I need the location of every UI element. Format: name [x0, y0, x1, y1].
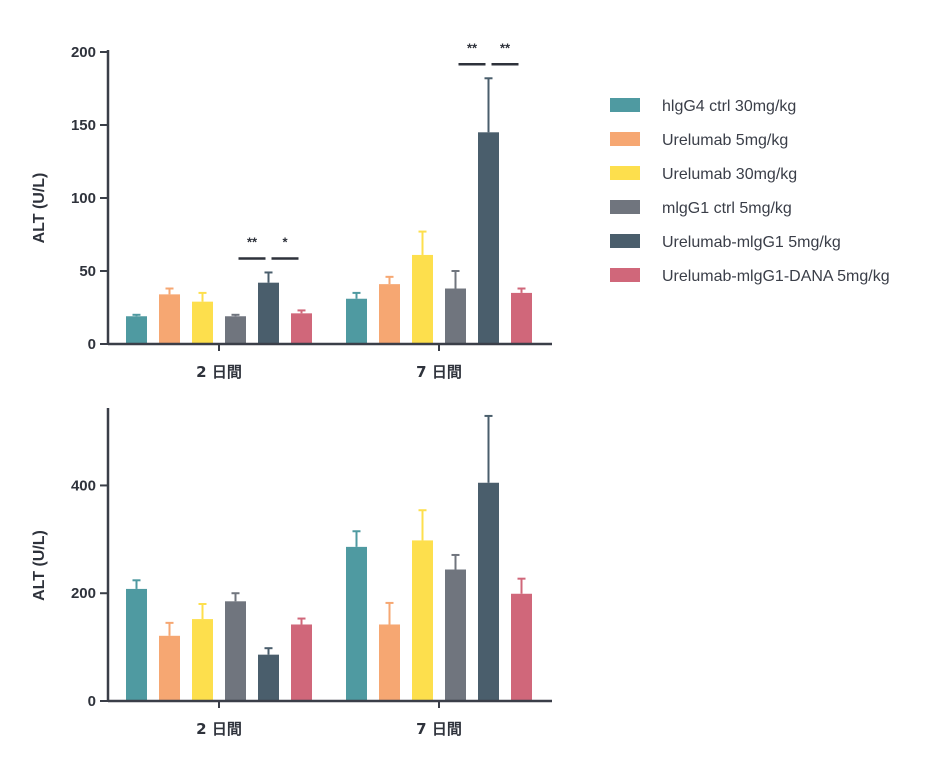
- y-tick-label: 0: [88, 336, 96, 353]
- y-tick-label: 150: [71, 117, 96, 134]
- bar-day7-series-1: [379, 284, 400, 344]
- bar-day7-series-2: [412, 254, 433, 344]
- significance-label: **: [467, 40, 478, 55]
- bar-day2-series-2: [192, 619, 213, 701]
- y-tick-label: 50: [79, 263, 96, 280]
- legend-swatch-5: [610, 268, 640, 282]
- legend-label-5: Urelumab-mlgG1-DANA 5mg/kg: [662, 268, 890, 285]
- bar-day2-series-0: [126, 588, 147, 701]
- bar-day2-series-3: [225, 601, 246, 701]
- significance-label: **: [247, 234, 258, 249]
- y-tick-label: 0: [88, 693, 96, 710]
- legend: hlgG4 ctrl 30mg/kg Urelumab 5mg/kg Ureluma…: [610, 98, 890, 285]
- y-tick-label: 200: [71, 44, 96, 61]
- y-tick-label: 200: [71, 585, 96, 602]
- legend-swatch-2: [610, 166, 640, 180]
- bar-day2-series-3: [225, 316, 246, 344]
- legend-swatch-0: [610, 98, 640, 112]
- x-category-label: 2 日間: [196, 720, 242, 738]
- bar-day7-series-4: [478, 482, 499, 701]
- x-category-label: 2 日間: [196, 363, 242, 381]
- bar-day2-series-4: [258, 654, 279, 701]
- x-category-label: 7 日間: [416, 363, 462, 381]
- y-axis-title: ALT (U/L): [31, 530, 48, 601]
- bar-day7-series-3: [445, 288, 466, 344]
- legend-label-4: Urelumab-mlgG1 5mg/kg: [662, 234, 841, 251]
- bar-day7-series-2: [412, 540, 433, 701]
- bar-day2-series-4: [258, 282, 279, 344]
- y-tick-label: 400: [71, 477, 96, 494]
- bottom-chart-panel: 0 200 400 2 日間 7 日間 ALT (U/L): [31, 408, 552, 738]
- bar-day7-series-0: [346, 546, 367, 701]
- bar-day2-series-1: [159, 294, 180, 344]
- significance-label: *: [282, 234, 288, 249]
- bar-day2-series-5: [291, 313, 312, 344]
- y-axis-title: ALT (U/L): [31, 173, 48, 244]
- bar-day7-series-0: [346, 298, 367, 344]
- x-category-label: 7 日間: [416, 720, 462, 738]
- bar-day2-series-5: [291, 624, 312, 701]
- legend-label-3: mlgG1 ctrl 5mg/kg: [662, 200, 792, 217]
- bar-day7-series-5: [511, 593, 532, 701]
- legend-swatch-1: [610, 132, 640, 146]
- legend-label-2: Urelumab 30mg/kg: [662, 166, 797, 183]
- bar-day7-series-1: [379, 624, 400, 701]
- bar-day7-series-4: [478, 132, 499, 344]
- legend-swatch-3: [610, 200, 640, 214]
- bar-day7-series-5: [511, 292, 532, 344]
- bar-day2-series-0: [126, 316, 147, 344]
- bar-day2-series-1: [159, 635, 180, 701]
- bar-day2-series-2: [192, 301, 213, 344]
- legend-label-0: hlgG4 ctrl 30mg/kg: [662, 98, 796, 115]
- legend-swatch-4: [610, 234, 640, 248]
- significance-label: **: [500, 40, 511, 55]
- legend-label-1: Urelumab 5mg/kg: [662, 132, 788, 149]
- y-tick-label: 100: [71, 190, 96, 207]
- bar-day7-series-3: [445, 569, 466, 701]
